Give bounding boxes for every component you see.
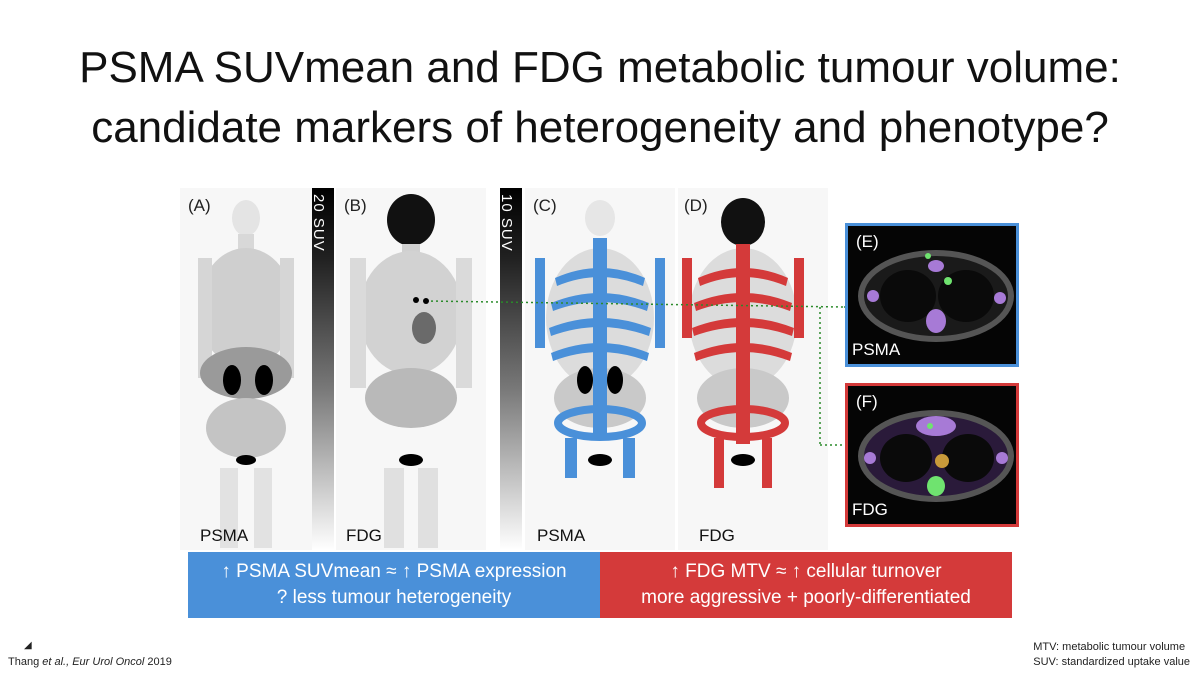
panel-a	[180, 188, 312, 550]
fdg-summary-line-1: ↑ FDG MTV ≈ ↑ cellular turnover	[670, 561, 942, 582]
psma-summary-banner: ↑ PSMA SUVmean ≈ ↑ PSMA expression ? les…	[188, 552, 600, 618]
panel-b-body-image	[350, 194, 472, 548]
psma-summary-line-1: ↑ PSMA SUVmean ≈ ↑ PSMA expression	[221, 561, 567, 582]
ct-panel-e: (E) PSMA	[845, 223, 1019, 367]
fdg-summary-banner: ↑ FDG MTV ≈ ↑ cellular turnover more agg…	[600, 552, 1012, 618]
ct-panel-f: (F) FDG	[845, 383, 1019, 527]
panel-a-tracer: PSMA	[200, 526, 249, 545]
abbrev-suv: SUV: standardized uptake value	[1033, 656, 1190, 668]
mouse-cursor-icon: ◢	[24, 640, 32, 651]
ct-f-image	[858, 410, 1014, 502]
suv-scale-10-label: 10 SUV	[498, 194, 515, 252]
psma-summary-line-2: ? less tumour heterogeneity	[276, 587, 512, 608]
pet-figure: (A) PSMA 20 SUV (B) FDG 10 SUV	[180, 188, 1019, 550]
panel-c-tracer: PSMA	[537, 526, 586, 545]
title-line-2: candidate markers of heterogeneity and p…	[91, 103, 1109, 152]
panel-b-label: (B)	[344, 196, 367, 215]
citation-year: 2019	[147, 656, 172, 668]
ct-f-label: (F)	[856, 392, 878, 411]
citation-authors: Thang	[8, 656, 43, 668]
ct-e-label: (E)	[856, 232, 879, 251]
citation-etal: et al.,	[42, 656, 70, 668]
ct-f-tracer: FDG	[852, 500, 888, 519]
panel-d-label: (D)	[684, 196, 708, 215]
panel-a-body-image	[198, 200, 294, 548]
suv-scale-20-label: 20 SUV	[310, 194, 327, 252]
citation-journal: Eur Urol Oncol	[69, 656, 148, 668]
panel-c-label: (C)	[533, 196, 557, 215]
title-line-1: PSMA SUVmean and FDG metabolic tumour vo…	[79, 43, 1121, 92]
ct-e-tracer: PSMA	[852, 340, 901, 359]
citation: Thang et al., Eur Urol Oncol 2019	[8, 656, 172, 668]
panel-a-label: (A)	[188, 196, 211, 215]
suv-scale-bar-20: 20 SUV	[310, 188, 334, 550]
abbreviations: MTV: metabolic tumour volume SUV: standa…	[1033, 640, 1190, 670]
panel-d-tracer: FDG	[699, 526, 735, 545]
slide-title: PSMA SUVmean and FDG metabolic tumour vo…	[0, 38, 1200, 158]
suv-scale-bar-10: 10 SUV	[498, 188, 522, 550]
panel-c	[525, 188, 675, 550]
panel-b	[336, 188, 486, 550]
ct-e-image	[858, 250, 1014, 342]
panel-b-tracer: FDG	[346, 526, 382, 545]
panel-d	[678, 188, 828, 550]
abbrev-mtv: MTV: metabolic tumour volume	[1033, 641, 1186, 653]
fdg-summary-line-2: more aggressive + poorly-differentiated	[641, 587, 971, 608]
panel-d-body-image	[682, 198, 804, 488]
panel-c-body-image	[535, 200, 665, 478]
